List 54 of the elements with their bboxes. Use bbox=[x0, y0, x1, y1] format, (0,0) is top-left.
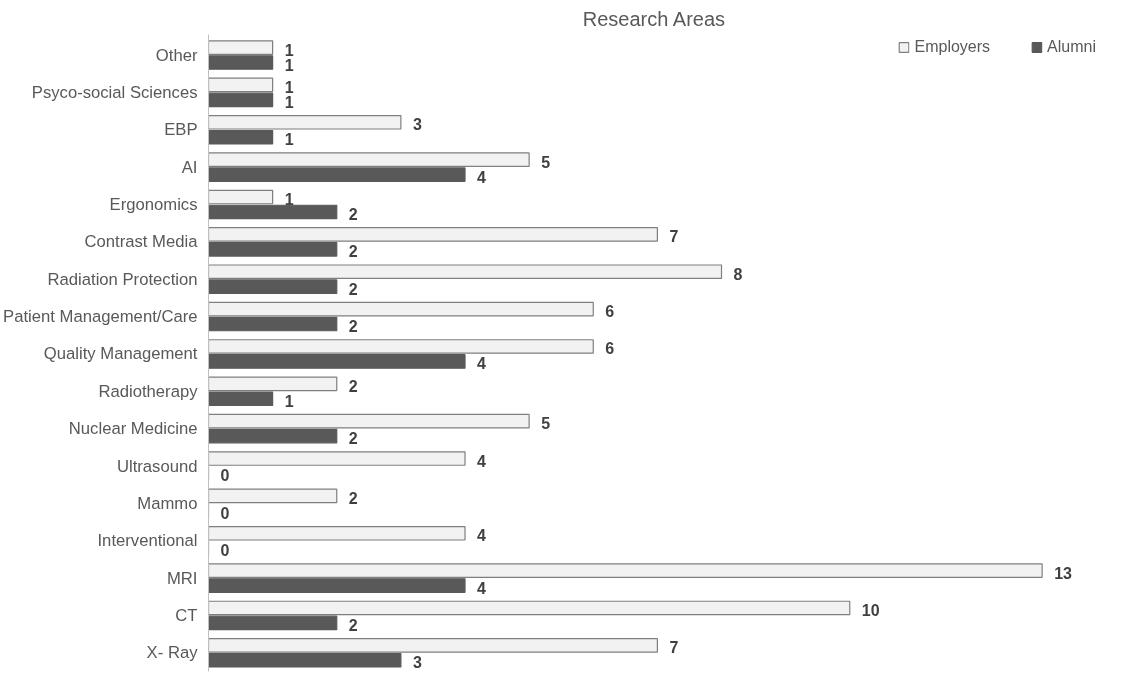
data-label: 2 bbox=[348, 616, 358, 634]
data-label: 2 bbox=[348, 489, 358, 507]
data-label: 10 bbox=[861, 601, 880, 619]
data-label: 0 bbox=[220, 504, 230, 522]
data-label: 1 bbox=[284, 56, 294, 74]
data-label: 7 bbox=[669, 228, 679, 246]
y-tick-label: X- Ray bbox=[146, 643, 199, 663]
y-tick-label: Patient Management/Care bbox=[3, 307, 198, 327]
data-label: 2 bbox=[348, 377, 358, 395]
data-label: 3 bbox=[412, 654, 422, 672]
y-tick-label: EBP bbox=[164, 120, 198, 140]
y-tick-label: Interventional bbox=[97, 531, 198, 551]
y-tick-label: Nuclear Medicine bbox=[68, 419, 198, 439]
legend-label: Alumni bbox=[1047, 38, 1096, 56]
data-label: 2 bbox=[348, 430, 358, 448]
data-label: 4 bbox=[477, 168, 487, 186]
y-tick-label: Radiotherapy bbox=[98, 381, 199, 401]
y-tick-label: Other bbox=[155, 45, 198, 65]
y-tick-label: Quality Management bbox=[43, 344, 198, 364]
y-tick-label: Ergonomics bbox=[109, 194, 198, 214]
data-label: 2 bbox=[348, 205, 358, 223]
chart-title: Research Areas bbox=[582, 7, 726, 30]
y-tick-label: Mammo bbox=[137, 493, 198, 513]
y-tick-label: Ultrasound bbox=[116, 456, 198, 476]
y-tick-label: Psyco-social Sciences bbox=[31, 82, 198, 102]
data-label: 4 bbox=[477, 355, 487, 373]
data-label: 3 bbox=[412, 116, 422, 134]
data-label: 2 bbox=[348, 280, 358, 298]
data-label: 6 bbox=[605, 340, 615, 358]
data-label: 6 bbox=[605, 303, 615, 321]
data-label: 1 bbox=[284, 93, 294, 111]
data-label: 4 bbox=[477, 527, 487, 545]
y-tick-label: CT bbox=[175, 605, 198, 625]
data-label: 2 bbox=[348, 318, 358, 336]
data-label: 8 bbox=[733, 265, 743, 283]
data-label: 1 bbox=[284, 131, 294, 149]
data-label: 0 bbox=[220, 467, 230, 485]
data-label: 1 bbox=[284, 191, 294, 209]
data-label: 7 bbox=[669, 639, 679, 657]
data-label: 1 bbox=[284, 78, 294, 96]
legend-label: Employers bbox=[914, 38, 991, 56]
y-tick-label: Contrast Media bbox=[84, 232, 199, 252]
y-tick-label: MRI bbox=[166, 568, 198, 588]
y-tick-label: Radiation Protection bbox=[47, 269, 198, 289]
data-label: 4 bbox=[477, 452, 487, 470]
data-label: 5 bbox=[541, 415, 551, 433]
data-label: 1 bbox=[284, 392, 294, 410]
data-label: 4 bbox=[477, 579, 487, 597]
data-label: 1 bbox=[284, 41, 294, 59]
data-label: 5 bbox=[541, 153, 551, 171]
data-label: 0 bbox=[220, 542, 230, 560]
data-label: 2 bbox=[348, 243, 358, 261]
data-label: 13 bbox=[1054, 564, 1073, 582]
y-tick-label: AI bbox=[181, 157, 198, 177]
